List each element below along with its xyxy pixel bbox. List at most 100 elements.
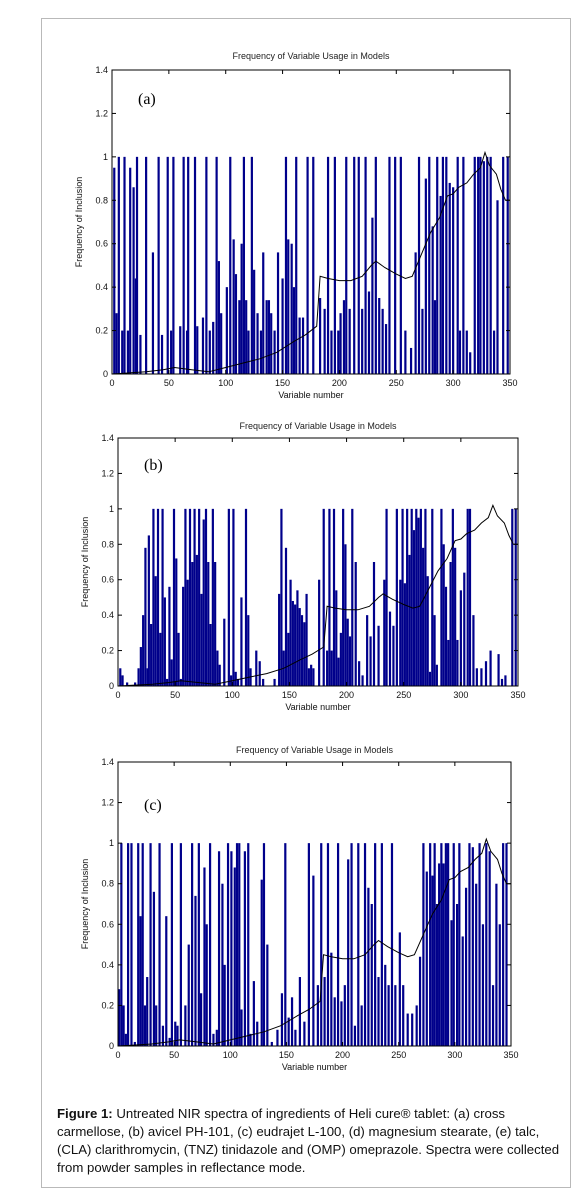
chart-c-bar xyxy=(380,843,383,1046)
chart-b-bar xyxy=(422,547,425,686)
chart-b-bar xyxy=(154,576,157,686)
chart-a-ytick-label: 1 xyxy=(103,152,108,162)
chart-a-xlabel: Variable number xyxy=(278,390,343,400)
chart-b-bar xyxy=(303,622,306,686)
chart-a-bar xyxy=(378,298,381,374)
chart-a-bar xyxy=(477,156,480,374)
chart-panel-b: Frequency of Variable Usage in Models 0 0.… xyxy=(60,416,530,726)
chart-b-bar xyxy=(328,508,331,686)
chart-b-bar xyxy=(170,659,173,686)
chart-b-bar xyxy=(163,597,166,686)
chart-b-bar xyxy=(435,664,438,686)
chart-b-bar xyxy=(218,664,221,686)
chart-c-bar xyxy=(330,952,333,1046)
chart-a-bar xyxy=(357,156,360,374)
chart-b-ytick-label: 0.8 xyxy=(101,539,114,549)
chart-a-bar xyxy=(240,243,243,374)
chart-b-bar xyxy=(344,544,347,686)
chart-b-bar xyxy=(410,508,413,686)
chart-a-bar xyxy=(462,156,465,374)
chart-a-bar xyxy=(486,156,489,374)
caption-label: Figure 1: xyxy=(57,1106,113,1121)
chart-c-bar xyxy=(146,977,149,1046)
chart-b-bar xyxy=(500,678,504,686)
chart-a-ytick-label: 0.2 xyxy=(95,326,108,336)
chart-c-bar xyxy=(149,843,152,1046)
chart-a-xtick-label: 300 xyxy=(446,378,461,388)
chart-b-bar xyxy=(137,668,140,686)
chart-c-axes-box xyxy=(117,761,512,1047)
chart-c-bar xyxy=(398,932,401,1046)
chart-b-bar xyxy=(161,508,164,686)
chart-b-bar xyxy=(258,661,261,686)
chart-a-bar xyxy=(433,300,437,374)
chart-b-bar xyxy=(385,508,388,686)
chart-b-bar xyxy=(234,671,237,686)
chart-c-bar xyxy=(120,843,123,1046)
chart-a-ytick-label: 0 xyxy=(103,369,108,379)
chart-a-bar xyxy=(115,313,118,374)
chart-c-bar xyxy=(266,944,269,1046)
chart-b-bar xyxy=(175,558,178,686)
chart-a-bar xyxy=(326,156,330,374)
chart-a-bar xyxy=(292,287,296,374)
chart-c-bar xyxy=(249,1033,252,1046)
chart-c-bar xyxy=(431,875,434,1046)
chart-b-bar xyxy=(207,562,210,686)
chart-c-bar xyxy=(139,916,142,1046)
chart-c-bar xyxy=(411,1013,414,1046)
chart-b-xtick-label: 100 xyxy=(225,690,240,700)
chart-b-bar xyxy=(511,508,514,686)
chart-b-line xyxy=(117,503,518,687)
chart-c-ytick-label: 1 xyxy=(109,838,114,848)
chart-c-bar xyxy=(179,843,182,1046)
chart-b-svg: Frequency of Variable Usage in Models 0 0.… xyxy=(80,421,526,712)
chart-b-bar xyxy=(152,508,155,686)
chart-a-bar xyxy=(129,167,132,374)
chart-c-bar xyxy=(243,851,246,1046)
chart-c-xtick-label: 300 xyxy=(447,1050,462,1060)
chart-a-bar xyxy=(330,330,333,374)
chart-c-bar xyxy=(491,985,495,1046)
chart-b-bar xyxy=(433,615,436,686)
chart-c-bar xyxy=(495,883,498,1046)
chart-a-bar xyxy=(421,308,424,374)
chart-b-bar xyxy=(332,508,336,686)
chart-a-bar xyxy=(212,321,215,374)
chart-a-xtick-label: 200 xyxy=(332,378,347,388)
chart-c-bar xyxy=(205,924,208,1046)
chart-c-bar xyxy=(252,981,255,1046)
chart-c-bar xyxy=(390,843,394,1046)
chart-c-xtick-label: 250 xyxy=(391,1050,406,1060)
chart-b-ytick-label: 0 xyxy=(109,681,114,691)
chart-b-bar xyxy=(139,647,142,686)
chart-c-bar xyxy=(478,843,481,1046)
chart-b-bar xyxy=(388,611,392,686)
chart-b-bar xyxy=(184,508,187,686)
chart-b-bar xyxy=(168,586,171,686)
chart-a-bar xyxy=(250,156,253,374)
chart-a-bar xyxy=(465,330,468,374)
chart-c-bar xyxy=(450,920,453,1046)
chart-c-ytick-label: 0.2 xyxy=(101,1000,114,1010)
chart-c-bar xyxy=(262,843,266,1046)
chart-b-bar xyxy=(335,590,338,686)
chart-c-bar xyxy=(444,843,447,1046)
chart-c-bar xyxy=(223,964,226,1046)
chart-c-bar xyxy=(429,843,432,1046)
chart-a-bar xyxy=(388,156,391,374)
chart-c-bar xyxy=(343,985,346,1046)
chart-c-bar xyxy=(340,1001,343,1046)
chart-c-bar xyxy=(247,843,250,1046)
chart-a-bar xyxy=(242,156,246,374)
chart-c-xlabel: Variable number xyxy=(282,1062,347,1072)
chart-c-bar xyxy=(320,843,323,1046)
chart-b-bar xyxy=(298,608,301,686)
chart-b-bar xyxy=(262,678,265,686)
chart-a-bar xyxy=(428,156,431,374)
chart-c-ytick-label: 1.4 xyxy=(101,757,114,767)
chart-b-bar xyxy=(348,636,352,686)
chart-a-bar xyxy=(287,239,290,374)
chart-a-bar xyxy=(409,347,413,374)
chart-b-bar xyxy=(399,579,402,686)
